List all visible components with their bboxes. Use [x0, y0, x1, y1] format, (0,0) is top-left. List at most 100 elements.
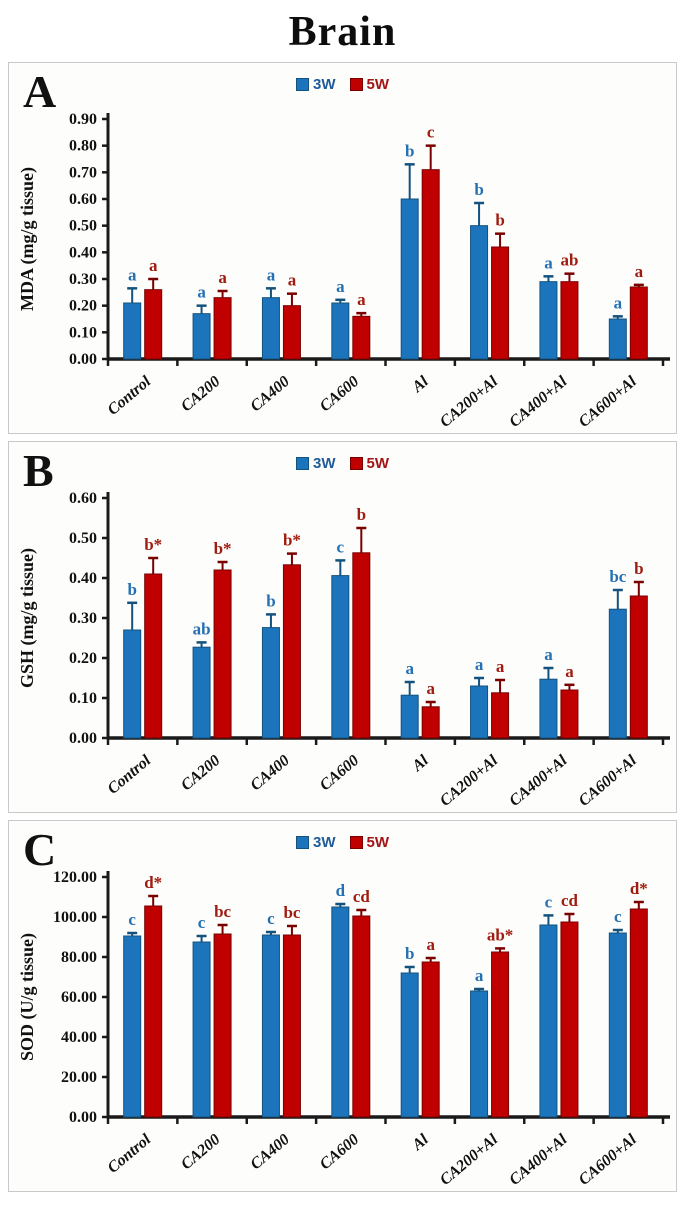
bar: [421, 706, 440, 739]
x-category-label: Control: [105, 373, 155, 419]
legend-label-5w: 5W: [366, 455, 390, 472]
bar: [282, 564, 301, 739]
y-tick-label: 0.30: [69, 271, 97, 288]
x-category-label: CA200: [178, 752, 224, 794]
legend-item-5w: 5W: [349, 455, 390, 472]
legend-item-5w: 5W: [349, 834, 389, 851]
sig-letter: cd: [561, 891, 579, 910]
bar: [400, 694, 419, 739]
bar: [331, 302, 350, 360]
x-category-label: CA400: [247, 752, 293, 794]
y-tick-label: 20.00: [61, 1069, 97, 1086]
panel-c: C 3W 5W 0.00 20.00 40.00 60.00 80.00 100.00 12…: [8, 820, 677, 1192]
sig-letter: c: [614, 907, 622, 926]
bar: [560, 921, 579, 1118]
sig-letter: a: [614, 293, 623, 312]
bar: [213, 569, 232, 739]
sig-letter: bc: [214, 902, 231, 921]
x-category-label: CA400+Al: [506, 1131, 571, 1189]
sig-letter: ab: [560, 251, 578, 270]
x-category-label: CA600: [317, 1131, 363, 1173]
x-category-label: CA400+Al: [506, 373, 571, 431]
bar: [608, 608, 627, 739]
bar: [608, 932, 627, 1118]
panel-b-label: B: [23, 445, 54, 496]
bar: [560, 281, 579, 360]
bar: [470, 685, 489, 739]
y-tick-label: 0.40: [69, 244, 97, 261]
sig-letter: b: [405, 141, 414, 160]
sig-letter: a: [405, 659, 414, 678]
y-tick-label: 0.50: [69, 218, 97, 235]
legend-label-3w: 3W: [313, 834, 336, 851]
sig-letter: bc: [283, 903, 300, 922]
bar: [470, 225, 489, 360]
y-tick-label: 0.20: [69, 650, 97, 667]
bar: [539, 924, 558, 1118]
bar: [629, 595, 648, 739]
y-tick-label: 100.00: [53, 909, 97, 926]
sig-letter: c: [267, 909, 275, 928]
legend: 3W 5W: [9, 76, 676, 93]
sig-letter: a: [426, 679, 435, 698]
y-tick-label: 0.10: [69, 690, 97, 707]
y-tick-label: 0.80: [69, 138, 97, 155]
bar: [560, 689, 579, 739]
y-axis-label: GSH (mg/g tissue): [17, 548, 38, 688]
x-category-label: Control: [105, 752, 155, 798]
y-tick-label: 120.00: [53, 869, 97, 886]
sig-letter: b: [127, 580, 136, 599]
y-tick-label: 40.00: [61, 1029, 97, 1046]
y-tick-label: 0.10: [69, 324, 97, 341]
legend-item-3w: 3W: [296, 834, 336, 851]
x-category-label: CA400+Al: [506, 752, 571, 810]
sig-letter: d*: [144, 873, 162, 892]
y-tick-label: 0.50: [69, 530, 97, 547]
legend-swatch-3w-icon: [296, 836, 309, 849]
panel-a: A 3W 5W 0.00 0.10 0.20 0.30 0.40 0.50 0.60 0.70…: [8, 62, 677, 434]
sig-letter: d*: [630, 879, 648, 898]
bar: [352, 915, 371, 1118]
figure-title: Brain: [288, 9, 397, 55]
sig-letter: a: [544, 645, 553, 664]
sig-letter: b: [405, 944, 414, 963]
bar: [192, 941, 211, 1118]
sig-letter: b*: [283, 531, 301, 550]
x-category-label: CA400: [247, 373, 293, 415]
sig-letter: a: [475, 966, 484, 985]
sig-letter: b: [634, 559, 643, 578]
chart-b-gsh: 0.00 0.10 0.20 0.30 0.40 0.50 0.60 GSH (mg/g ti…: [9, 486, 676, 815]
x-category-label: Al: [408, 1131, 432, 1155]
y-tick-label: 80.00: [61, 949, 97, 966]
y-tick-label: 0.30: [69, 610, 97, 627]
bar: [352, 315, 371, 360]
x-category-label: CA600: [317, 373, 363, 415]
legend-label-5w: 5W: [366, 76, 390, 93]
bar: [213, 933, 232, 1118]
bar: [629, 286, 648, 360]
x-category-label: Al: [408, 373, 432, 397]
panel-a-label: A: [23, 66, 57, 117]
bar: [421, 169, 440, 360]
x-category-label: CA200: [178, 373, 224, 415]
sig-letter: b: [266, 591, 275, 610]
legend-swatch-5w-icon: [349, 457, 363, 470]
legend: 3W 5W: [9, 834, 676, 851]
legend-swatch-3w-icon: [296, 457, 309, 470]
sig-letter: b: [357, 505, 366, 524]
sig-letter: a: [149, 256, 158, 275]
bar: [192, 313, 211, 360]
bar: [144, 289, 163, 360]
bar: [261, 627, 280, 739]
panel-c-label: C: [23, 824, 57, 875]
x-category-label: CA600+Al: [576, 1131, 641, 1189]
y-tick-label: 0.40: [69, 570, 97, 587]
x-category-label: CA200+Al: [437, 373, 502, 431]
bar: [608, 318, 627, 360]
chart-c-sod: 0.00 20.00 40.00 60.00 80.00 100.00 120.00 SOD …: [9, 865, 676, 1194]
y-tick-label: 0.00: [69, 351, 97, 368]
panel-b: B 3W 5W 0.00 0.10 0.20 0.30 0.40 0.50 0.60 GSH …: [8, 441, 677, 813]
bar: [400, 198, 419, 360]
y-axis-label: SOD (U/g tissue): [17, 933, 38, 1061]
